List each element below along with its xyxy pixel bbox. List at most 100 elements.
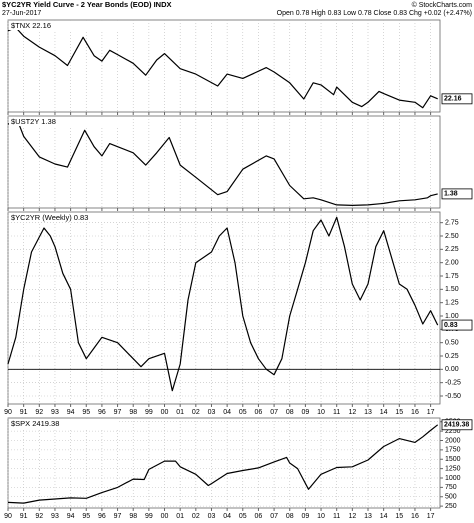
x-tick-label: 12 — [348, 513, 356, 520]
panel-label-bg — [9, 117, 119, 126]
last-value-box — [441, 419, 473, 431]
y-tick-label: 2000 — [445, 437, 461, 444]
x-tick-label: 93 — [51, 409, 59, 416]
x-tick-label: 04 — [223, 409, 231, 416]
y-tick-label: 2.00 — [445, 260, 459, 267]
panel-label-bg — [9, 419, 119, 428]
x-tick-label: 02 — [192, 513, 200, 520]
y-tick-label: 1.00 — [445, 313, 459, 320]
x-tick-label: 96 — [98, 513, 106, 520]
x-tick-label: 99 — [145, 409, 153, 416]
last-value-label: 0.83 — [444, 322, 458, 329]
y-tick-label: 1.75 — [445, 273, 459, 280]
x-tick-label: 12 — [348, 409, 356, 416]
panel-label: $SPX 2419.38 — [11, 419, 59, 428]
x-tick-label: 91 — [20, 513, 28, 520]
y-tick-label: 2.50 — [445, 233, 459, 240]
panel-label: $YC2YR (Weekly) 0.83 — [11, 213, 88, 222]
panel-frame — [7, 115, 441, 209]
x-tick-label: 06 — [255, 513, 263, 520]
price-line — [7, 119, 438, 206]
x-tick-label: 07 — [270, 409, 278, 416]
x-tick-label: 07 — [270, 513, 278, 520]
x-tick-label: 01 — [176, 513, 184, 520]
y-tick-label: 2250 — [445, 428, 461, 435]
y-tick-label: 1500 — [445, 456, 461, 463]
y-tick-label: 1000 — [445, 475, 461, 482]
x-tick-label: 14 — [380, 409, 388, 416]
x-tick-label: 05 — [239, 409, 247, 416]
x-tick-label: 00 — [161, 513, 169, 520]
y-tick-label: 750 — [445, 484, 457, 491]
last-value-label: 1.38 — [444, 191, 458, 198]
y-tick-label: 0.25 — [445, 353, 459, 360]
x-tick-label: 15 — [395, 409, 403, 416]
x-tick-label: 95 — [82, 409, 90, 416]
y-tick-label: 0.00 — [445, 366, 459, 373]
price-line — [7, 216, 439, 392]
x-tick-label: 93 — [51, 513, 59, 520]
last-value-label: 22.16 — [444, 96, 462, 103]
y-tick-label: -0.50 — [445, 393, 461, 400]
x-tick-label: 11 — [333, 513, 340, 520]
x-tick-label: 03 — [208, 409, 216, 416]
y-tick-label: 1250 — [445, 465, 461, 472]
x-tick-label: 99 — [145, 513, 153, 520]
panel-label: $UST2Y 1.38 — [11, 117, 56, 126]
last-value-box — [441, 188, 473, 200]
x-tick-label: 08 — [286, 513, 294, 520]
panel-label-bg — [9, 21, 119, 30]
y-tick-label: 1750 — [445, 447, 461, 454]
panel-label: $TNX 22.16 — [11, 21, 51, 30]
date: 27-Jun-2017 — [2, 10, 41, 17]
x-tick-label: 98 — [129, 513, 137, 520]
panel-label-bg — [9, 213, 119, 222]
last-value-box — [441, 93, 473, 105]
y-tick-label: 2.25 — [445, 246, 459, 253]
x-tick-label: 98 — [129, 409, 137, 416]
panel-frame — [7, 417, 441, 509]
y-tick-label: 0.50 — [445, 340, 459, 347]
last-value-label: 2419.38 — [444, 422, 469, 429]
x-tick-label: 11 — [333, 409, 340, 416]
y-tick-label: 500 — [445, 494, 457, 501]
x-tick-label: 17 — [427, 409, 435, 416]
x-tick-label: 09 — [301, 513, 309, 520]
x-tick-label: 13 — [364, 409, 372, 416]
x-tick-label: 10 — [317, 409, 325, 416]
x-tick-label: 94 — [67, 409, 75, 416]
panel-frame — [7, 19, 441, 113]
y-tick-label: -0.25 — [445, 380, 461, 387]
last-value-box — [441, 319, 473, 331]
x-tick-label: 91 — [20, 409, 28, 416]
x-tick-label: 17 — [427, 513, 435, 520]
x-tick-label: 02 — [192, 409, 200, 416]
x-tick-label: 13 — [364, 513, 372, 520]
x-tick-label: 09 — [301, 409, 309, 416]
x-tick-label: 05 — [239, 513, 247, 520]
x-tick-label: 04 — [223, 513, 231, 520]
quote: Open 0.78 High 0.83 Low 0.78 Close 0.83 … — [277, 10, 472, 17]
symbol-title: $YC2YR Yield Curve - 2 Year Bonds (EOD) … — [2, 0, 172, 9]
y-tick-label: 1.25 — [445, 300, 459, 307]
x-tick-label: 92 — [35, 513, 43, 520]
x-tick-label: 97 — [114, 409, 122, 416]
x-tick-label: 06 — [255, 409, 263, 416]
y-tick-label: 2.75 — [445, 220, 459, 227]
x-tick-label: 96 — [98, 409, 106, 416]
x-tick-label: 08 — [286, 409, 294, 416]
x-tick-label: 16 — [411, 513, 419, 520]
x-tick-label: 90 — [4, 513, 12, 520]
x-tick-label: 95 — [82, 513, 90, 520]
price-line — [7, 424, 439, 504]
price-line — [7, 27, 438, 109]
y-tick-label: 250 — [445, 503, 457, 510]
x-tick-label: 94 — [67, 513, 75, 520]
x-tick-label: 14 — [380, 513, 388, 520]
y-tick-label: 1.50 — [445, 286, 459, 293]
x-tick-label: 97 — [114, 513, 122, 520]
x-tick-label: 90 — [4, 409, 12, 416]
x-tick-label: 16 — [411, 409, 419, 416]
x-tick-label: 03 — [208, 513, 216, 520]
